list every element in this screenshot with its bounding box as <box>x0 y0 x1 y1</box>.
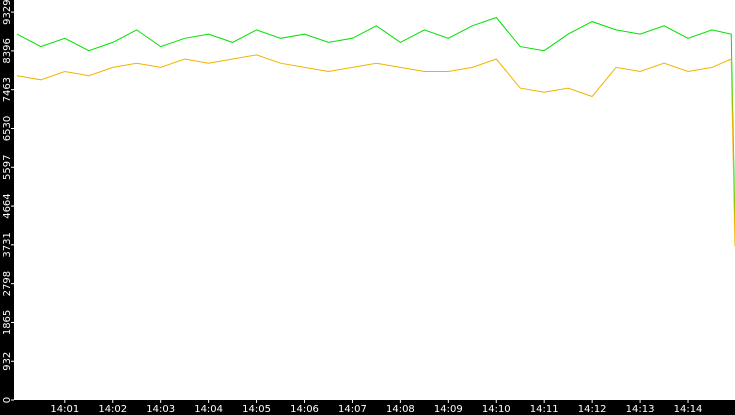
x-tick-label: 14:13 <box>626 404 655 415</box>
x-tick-label: 14:01 <box>50 404 79 415</box>
series-line <box>16 54 735 247</box>
y-tick-label: 5597 <box>2 155 13 180</box>
x-tick-label: 14:11 <box>530 404 559 415</box>
x-tick-label: 14:04 <box>194 404 223 415</box>
x-tick-label: 14:10 <box>482 404 511 415</box>
y-tick-label: 1865 <box>2 310 13 335</box>
y-tick-label: 2798 <box>2 271 13 296</box>
plot-area <box>14 0 735 400</box>
y-tick-label: 3731 <box>2 232 13 257</box>
y-tick-label: 0 <box>2 397 13 403</box>
x-tick-label: 14:07 <box>338 404 367 415</box>
x-tick-label: 14:14 <box>674 404 703 415</box>
x-tick-label: 14:05 <box>242 404 271 415</box>
y-tick-label: 932 <box>2 352 13 371</box>
x-tick-label: 14:03 <box>146 404 175 415</box>
y-tick-label: 4664 <box>2 193 13 218</box>
y-tick-label: 7463 <box>2 77 13 102</box>
x-tick-label: 14:06 <box>290 404 319 415</box>
y-tick-label: 9329 <box>2 0 13 25</box>
y-tick-label: 8396 <box>2 38 13 63</box>
x-tick-label: 14:08 <box>386 404 415 415</box>
x-tick-label: 14:09 <box>434 404 463 415</box>
y-tick-label: 6530 <box>2 116 13 141</box>
series-line <box>16 16 735 226</box>
x-tick-label: 14:12 <box>578 404 607 415</box>
x-tick-label: 14:02 <box>98 404 127 415</box>
